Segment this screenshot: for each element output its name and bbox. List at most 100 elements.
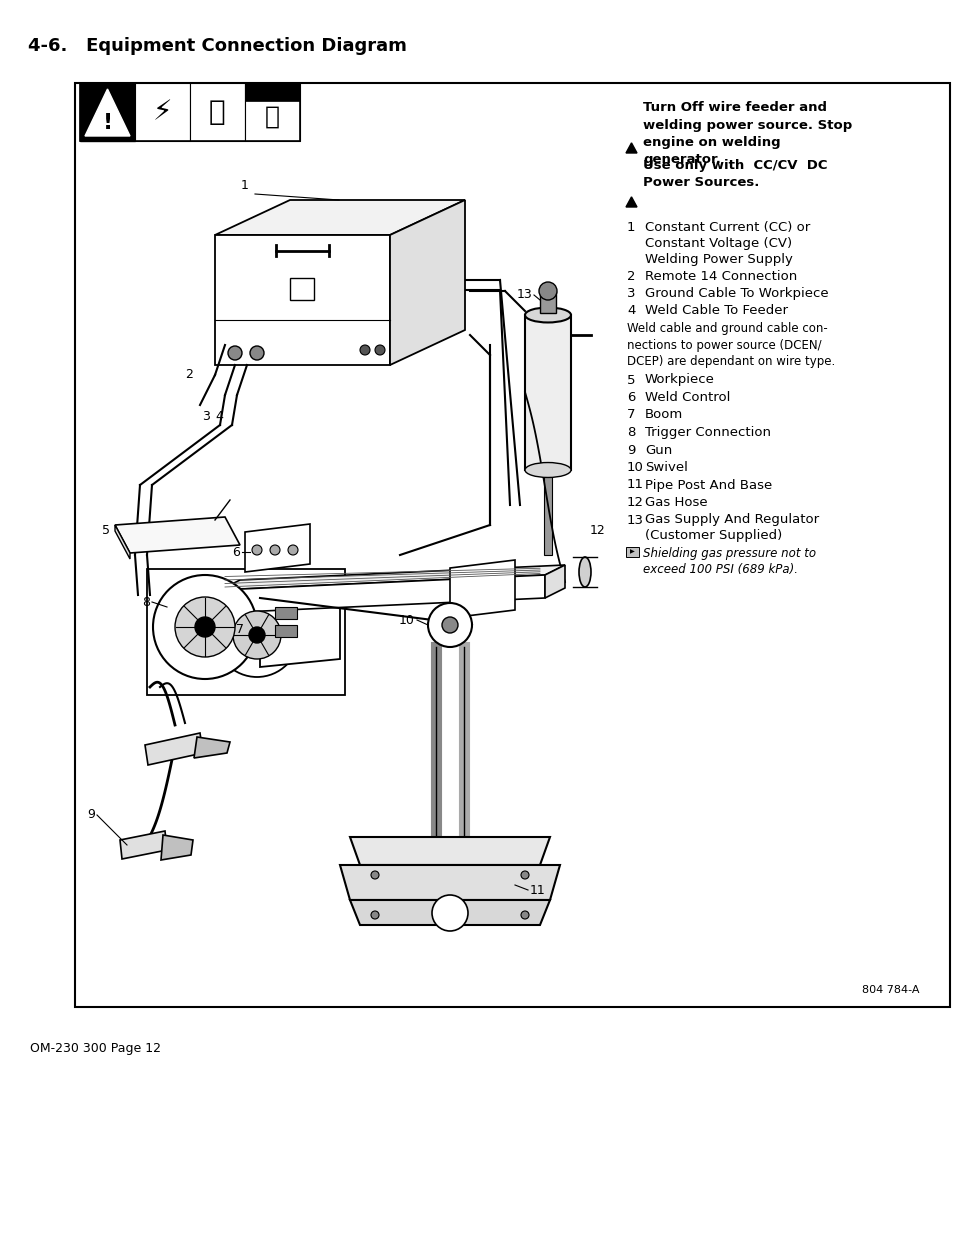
Circle shape	[520, 871, 529, 879]
Text: Pipe Post And Base: Pipe Post And Base	[644, 478, 771, 492]
Polygon shape	[115, 517, 240, 553]
Text: Swivel: Swivel	[644, 461, 687, 474]
Circle shape	[252, 545, 262, 555]
Text: 3: 3	[202, 410, 210, 424]
Circle shape	[270, 545, 280, 555]
Text: ⚡: ⚡	[152, 98, 172, 126]
Text: 804 784-A: 804 784-A	[862, 986, 919, 995]
Circle shape	[520, 911, 529, 919]
Text: 6: 6	[232, 546, 240, 558]
Circle shape	[152, 576, 256, 679]
Polygon shape	[214, 235, 390, 366]
Text: 4: 4	[626, 305, 635, 317]
Text: 10: 10	[626, 461, 643, 474]
Bar	[135, 83, 190, 141]
Text: Trigger Connection: Trigger Connection	[644, 426, 770, 438]
Text: Constant Current (CC) or
Constant Voltage (CV)
Welding Power Supply: Constant Current (CC) or Constant Voltag…	[644, 221, 809, 266]
Bar	[245, 83, 299, 141]
Bar	[539, 291, 556, 312]
Text: 7: 7	[235, 622, 244, 636]
Polygon shape	[220, 576, 544, 613]
Text: 9: 9	[87, 809, 95, 821]
Text: !: !	[102, 112, 112, 133]
Circle shape	[359, 345, 370, 354]
Text: 5: 5	[626, 373, 635, 387]
Text: 13: 13	[516, 289, 532, 301]
Text: 8: 8	[626, 426, 635, 438]
Text: 11: 11	[530, 883, 545, 897]
Polygon shape	[625, 196, 637, 207]
Text: 4: 4	[214, 410, 223, 424]
Bar	[245, 83, 299, 101]
Circle shape	[250, 346, 264, 359]
Text: Gas Supply And Regulator
(Customer Supplied): Gas Supply And Regulator (Customer Suppl…	[644, 514, 819, 542]
Text: 1: 1	[626, 221, 635, 233]
Circle shape	[371, 911, 378, 919]
Text: Workpiece: Workpiece	[644, 373, 714, 387]
Text: 12: 12	[626, 496, 643, 509]
Text: Weld Cable To Feeder: Weld Cable To Feeder	[644, 305, 787, 317]
Circle shape	[194, 618, 214, 637]
Polygon shape	[85, 89, 130, 136]
Circle shape	[228, 346, 242, 359]
Polygon shape	[161, 835, 193, 860]
Polygon shape	[193, 737, 230, 758]
Bar	[625, 547, 639, 557]
Text: 11: 11	[626, 478, 643, 492]
Bar	[290, 278, 314, 300]
Text: 9: 9	[626, 443, 635, 457]
Circle shape	[174, 597, 234, 657]
Text: 6: 6	[626, 391, 635, 404]
Text: Use only with  CC/CV  DC
Power Sources.: Use only with CC/CV DC Power Sources.	[642, 159, 826, 189]
Polygon shape	[145, 734, 203, 764]
Text: ▶: ▶	[630, 550, 634, 555]
Polygon shape	[450, 559, 515, 618]
Text: OM-230 300 Page 12: OM-230 300 Page 12	[30, 1042, 161, 1055]
Polygon shape	[350, 900, 550, 925]
Text: 💥: 💥	[209, 98, 225, 126]
Circle shape	[538, 282, 557, 300]
Circle shape	[432, 895, 468, 931]
Bar	[80, 83, 135, 141]
Bar	[190, 83, 245, 141]
Bar	[543, 471, 552, 555]
Polygon shape	[339, 864, 559, 900]
Polygon shape	[260, 579, 339, 667]
Ellipse shape	[524, 308, 571, 322]
Text: 7: 7	[626, 409, 635, 421]
Bar	[524, 315, 571, 471]
Text: 13: 13	[626, 514, 643, 526]
Polygon shape	[390, 200, 464, 366]
Polygon shape	[220, 564, 564, 590]
Text: 5: 5	[102, 524, 110, 536]
Text: 2: 2	[626, 269, 635, 283]
Text: 4-6.   Equipment Connection Diagram: 4-6. Equipment Connection Diagram	[28, 37, 406, 56]
Circle shape	[428, 603, 472, 647]
Polygon shape	[120, 831, 167, 860]
Circle shape	[233, 611, 281, 659]
Text: 12: 12	[589, 524, 605, 536]
Text: Remote 14 Connection: Remote 14 Connection	[644, 269, 797, 283]
Bar	[274, 606, 296, 619]
Text: Gas Hose: Gas Hose	[644, 496, 707, 509]
Text: Gun: Gun	[644, 443, 672, 457]
Ellipse shape	[524, 463, 571, 478]
Text: Weld cable and ground cable con-
nections to power source (DCEN/
DCEP) are depen: Weld cable and ground cable con- nection…	[626, 322, 835, 368]
Text: 1: 1	[241, 179, 249, 191]
Bar	[75, 83, 949, 1007]
Circle shape	[249, 627, 265, 643]
Text: Turn Off wire feeder and
welding power source. Stop
engine on welding
generator.: Turn Off wire feeder and welding power s…	[642, 101, 851, 167]
Circle shape	[288, 545, 297, 555]
Circle shape	[371, 871, 378, 879]
Polygon shape	[115, 525, 130, 559]
Text: Shielding gas pressure not to
exceed 100 PSI (689 kPa).: Shielding gas pressure not to exceed 100…	[642, 547, 815, 576]
Text: 10: 10	[398, 614, 415, 626]
Polygon shape	[544, 564, 564, 598]
Text: 8: 8	[142, 595, 150, 609]
Bar	[80, 83, 299, 141]
Text: Boom: Boom	[644, 409, 682, 421]
Polygon shape	[214, 200, 464, 235]
Polygon shape	[350, 837, 550, 864]
Polygon shape	[245, 524, 310, 572]
Text: Weld Control: Weld Control	[644, 391, 730, 404]
